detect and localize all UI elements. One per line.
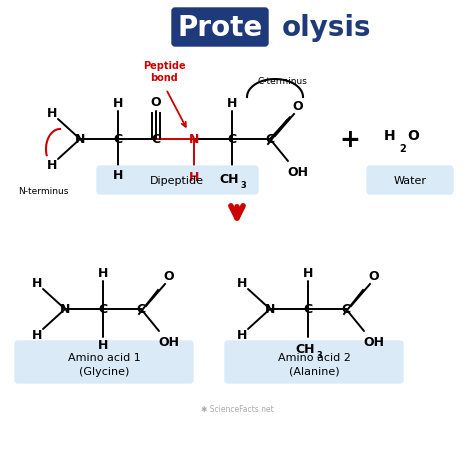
Text: N: N	[60, 303, 70, 316]
Text: H: H	[32, 277, 42, 290]
Text: H: H	[303, 267, 313, 280]
Text: Amino acid 2: Amino acid 2	[278, 352, 350, 362]
Text: C: C	[151, 133, 161, 146]
Text: N: N	[75, 133, 85, 146]
Text: OH: OH	[288, 166, 309, 179]
Text: O: O	[369, 270, 379, 283]
Text: C-terminus: C-terminus	[258, 77, 308, 86]
Text: O: O	[292, 100, 303, 113]
Text: C: C	[113, 133, 123, 146]
Text: 3: 3	[316, 351, 322, 360]
Text: CH: CH	[219, 173, 239, 186]
Text: H: H	[98, 267, 108, 280]
Text: N: N	[265, 303, 275, 316]
Text: H: H	[113, 169, 123, 182]
FancyBboxPatch shape	[367, 167, 453, 195]
Text: OH: OH	[364, 336, 384, 349]
Text: O: O	[164, 270, 174, 283]
Text: (Alanine): (Alanine)	[289, 366, 339, 376]
FancyBboxPatch shape	[15, 341, 193, 383]
Text: Prote: Prote	[177, 14, 263, 42]
Text: N: N	[189, 133, 199, 146]
Text: C: C	[303, 303, 312, 316]
Text: H: H	[32, 329, 42, 342]
Text: H: H	[189, 171, 199, 184]
Text: H: H	[237, 329, 247, 342]
Text: Water: Water	[393, 176, 427, 186]
Text: Dipeptide: Dipeptide	[150, 176, 204, 186]
Text: H: H	[98, 339, 108, 352]
Text: O: O	[151, 96, 161, 109]
FancyBboxPatch shape	[97, 167, 258, 195]
Text: H: H	[47, 107, 57, 120]
Text: N-terminus: N-terminus	[18, 187, 68, 196]
Text: H: H	[47, 159, 57, 172]
Text: +: +	[339, 128, 360, 152]
Text: C: C	[99, 303, 108, 316]
Text: (Glycine): (Glycine)	[79, 366, 129, 376]
Text: 3: 3	[240, 181, 246, 190]
Text: C: C	[341, 303, 351, 316]
Text: C: C	[137, 303, 146, 316]
Text: Peptide
bond: Peptide bond	[143, 61, 185, 83]
FancyBboxPatch shape	[172, 9, 268, 47]
FancyBboxPatch shape	[225, 341, 403, 383]
Text: 2: 2	[400, 144, 406, 154]
Text: C: C	[265, 133, 274, 146]
Text: H: H	[237, 277, 247, 290]
Text: Amino acid 1: Amino acid 1	[68, 352, 140, 362]
Text: O: O	[407, 129, 419, 143]
Text: olysis: olysis	[282, 14, 372, 42]
Text: ✱ ScienceFacts.net: ✱ ScienceFacts.net	[201, 404, 273, 414]
Text: C: C	[228, 133, 237, 146]
Text: H: H	[113, 97, 123, 110]
Text: H: H	[384, 129, 396, 143]
Text: CH: CH	[295, 343, 315, 356]
Text: H: H	[227, 97, 237, 110]
Text: OH: OH	[158, 336, 180, 349]
